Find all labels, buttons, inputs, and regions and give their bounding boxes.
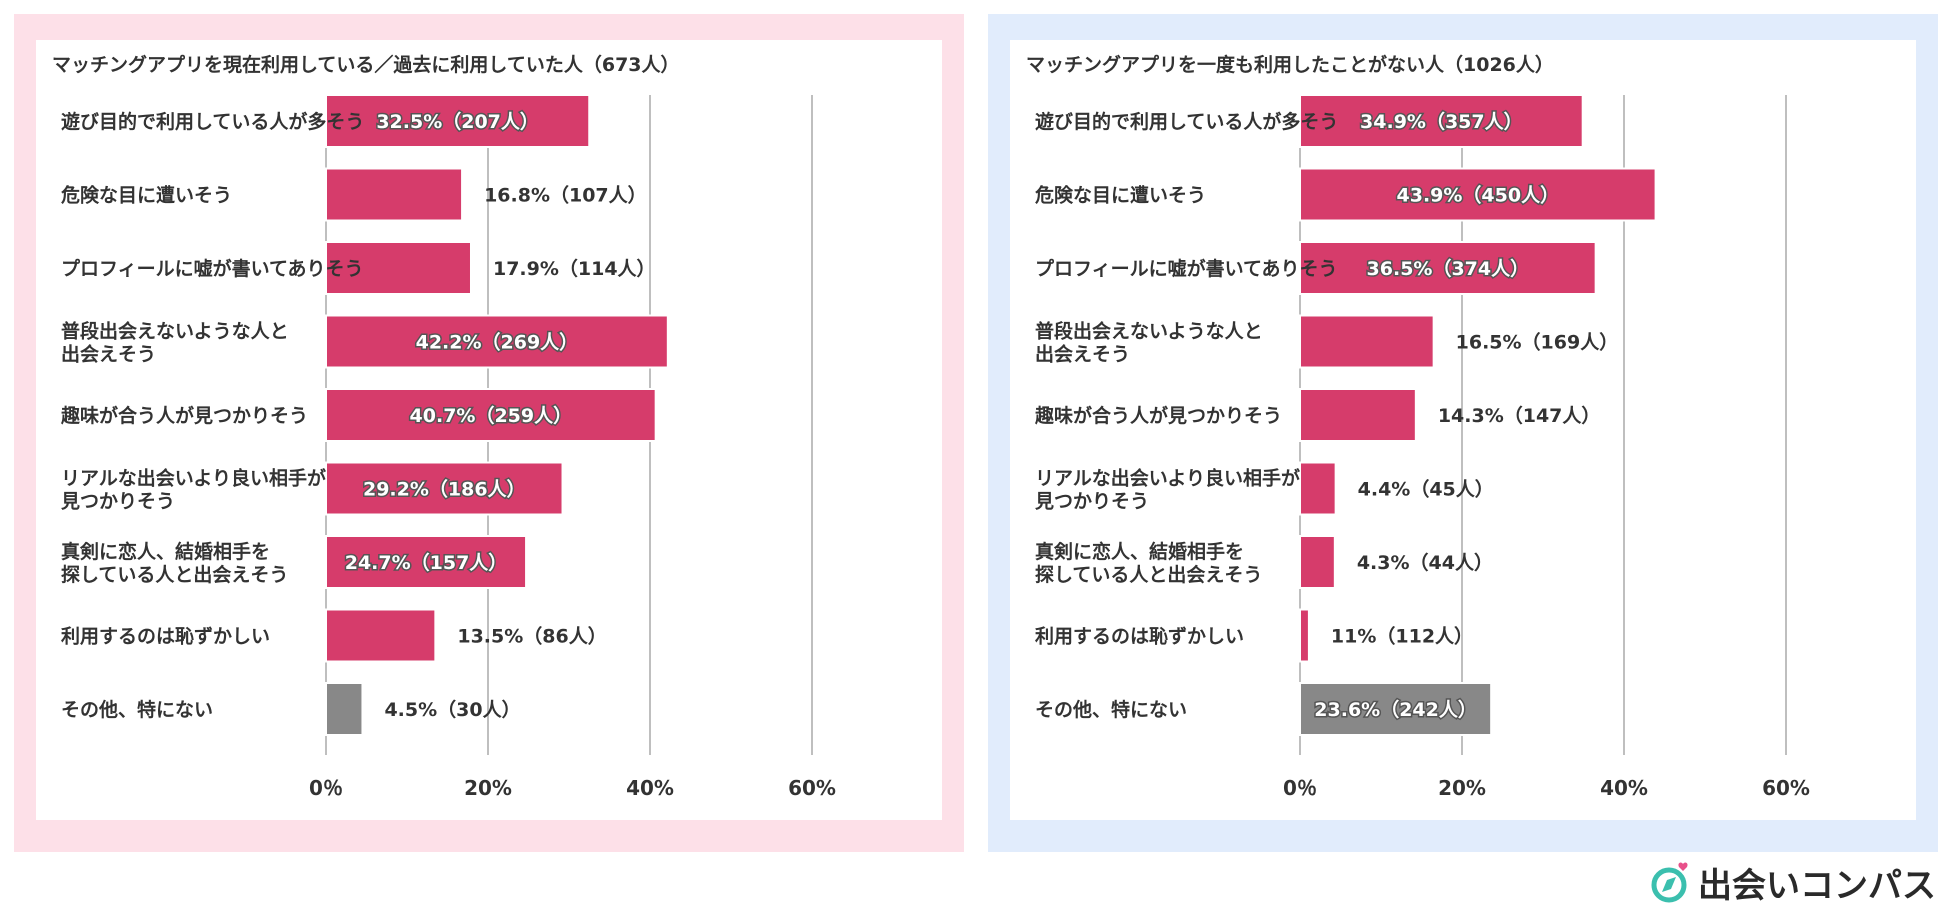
- data-label: 34.9%（357人）: [1360, 110, 1523, 133]
- left-chart-title: マッチングアプリを現在利用している／過去に利用していた人（673人）: [52, 54, 680, 76]
- data-label: 23.6%（242人）: [1314, 698, 1477, 721]
- data-label: 36.5%（374人）: [1367, 257, 1530, 280]
- bar: [325, 388, 657, 442]
- bar: [1299, 682, 1493, 736]
- category-label: 探している人と出会えそう: [1035, 563, 1262, 586]
- x-tick-label: 60%: [788, 776, 836, 800]
- left-panel: マッチングアプリを現在利用している／過去に利用していた人（673人） 0％ 20%…: [14, 14, 964, 852]
- data-label: 43.9%（450人）: [1397, 184, 1560, 207]
- category-label: 趣味が合う人が見つかりそう: [60, 404, 308, 427]
- data-label: 4.5%（30人）: [384, 698, 520, 721]
- bar: [325, 461, 564, 516]
- right-bar-chart: 0％ 20% 40% 60% 遊び目的で利用している人が多そう 34.9%（357人） 危険…: [1034, 94, 1810, 800]
- bar: [325, 314, 669, 369]
- data-label: 16.8%（107人）: [484, 184, 647, 207]
- category-label: 出会えそう: [61, 343, 156, 366]
- bar: [325, 94, 591, 148]
- x-tick-label: 0％: [1283, 776, 1317, 800]
- category-label: 危険な目に遭いそう: [61, 184, 232, 207]
- x-tick-label: 0％: [309, 776, 343, 800]
- category-label: 趣味が合う人が見つかりそう: [1034, 404, 1282, 427]
- category-label: その他、特にない: [61, 698, 213, 721]
- category-label: プロフィールに嘘が書いてありそう: [1035, 257, 1337, 280]
- category-label: その他、特にない: [1035, 698, 1187, 721]
- data-label: 14.3%（147人）: [1438, 404, 1601, 427]
- bar: [325, 241, 472, 295]
- category-label: 遊び目的で利用している人が多そう: [61, 110, 364, 133]
- data-label: 32.5%（207人）: [376, 110, 539, 133]
- data-label: 16.5%（169人）: [1456, 331, 1619, 354]
- compass-heart-icon: [1651, 862, 1688, 903]
- brand-logo: 出会いコンパス: [1650, 858, 1936, 906]
- data-label: 40.7%（259人）: [410, 404, 573, 427]
- category-label: 危険な目に遭いそう: [1035, 184, 1206, 207]
- category-label: 見つかりそう: [61, 491, 175, 513]
- left-bar-chart: 0％ 20% 40% 60% 遊び目的で利用している人が多そう 32.5%（207人） 危険…: [60, 94, 836, 800]
- bar: [1299, 461, 1337, 516]
- category-label: 真剣に恋人、結婚相手を: [1035, 540, 1244, 563]
- category-label: 探している人と出会えそう: [61, 563, 288, 586]
- data-label: 29.2%（186人）: [363, 478, 526, 501]
- x-tick-label: 40%: [1600, 776, 1648, 800]
- data-label: 4.4%（45人）: [1358, 478, 1494, 501]
- category-label: リアルな出会いより良い相手が: [1035, 467, 1300, 490]
- category-label: 普段出会えないような人と: [1035, 320, 1263, 343]
- bar: [325, 535, 528, 589]
- data-label: 11%（112人）: [1331, 625, 1473, 648]
- x-tick-label: 60%: [1762, 776, 1810, 800]
- right-chart-title: マッチングアプリを一度も利用したことがない人（1026人）: [1026, 54, 1554, 76]
- right-panel: マッチングアプリを一度も利用したことがない人（1026人） 0％ 20% 40% 60…: [988, 14, 1938, 852]
- category-label: 真剣に恋人、結婚相手を: [61, 540, 270, 563]
- data-label: 4.3%（44人）: [1357, 551, 1493, 574]
- x-tick-label: 20%: [1438, 776, 1486, 800]
- data-label: 17.9%（114人）: [493, 257, 656, 280]
- bar: [325, 167, 464, 222]
- bar: [325, 682, 364, 736]
- category-label: 利用するのは恥ずかしい: [1035, 626, 1244, 648]
- data-label: 42.2%（269人）: [416, 331, 579, 354]
- bar: [1299, 388, 1417, 442]
- category-label: 遊び目的で利用している人が多そう: [1035, 110, 1338, 133]
- x-tick-label: 40%: [626, 776, 674, 800]
- bar: [1299, 167, 1657, 222]
- category-label: 出会えそう: [1035, 343, 1130, 366]
- bar: [325, 608, 437, 663]
- left-chart-card: マッチングアプリを現在利用している／過去に利用していた人（673人） 0％ 20%…: [36, 40, 942, 820]
- category-label: プロフィールに嘘が書いてありそう: [61, 257, 363, 280]
- data-label: 13.5%（86人）: [457, 625, 606, 648]
- category-label: リアルな出会いより良い相手が: [61, 467, 326, 490]
- bar: [1299, 535, 1336, 589]
- category-label: 見つかりそう: [1035, 491, 1149, 513]
- category-label: 普段出会えないような人と: [61, 320, 289, 343]
- bar: [1299, 241, 1597, 295]
- bar: [1299, 314, 1435, 369]
- x-tick-label: 20%: [464, 776, 512, 800]
- data-label: 24.7%（157人）: [345, 551, 508, 574]
- category-label: 利用するのは恥ずかしい: [61, 626, 270, 648]
- right-chart-card: マッチングアプリを一度も利用したことがない人（1026人） 0％ 20% 40% 60…: [1010, 40, 1916, 820]
- bar: [1299, 608, 1310, 663]
- bar: [1299, 94, 1584, 148]
- brand-name: 出会いコンパス: [1698, 865, 1936, 906]
